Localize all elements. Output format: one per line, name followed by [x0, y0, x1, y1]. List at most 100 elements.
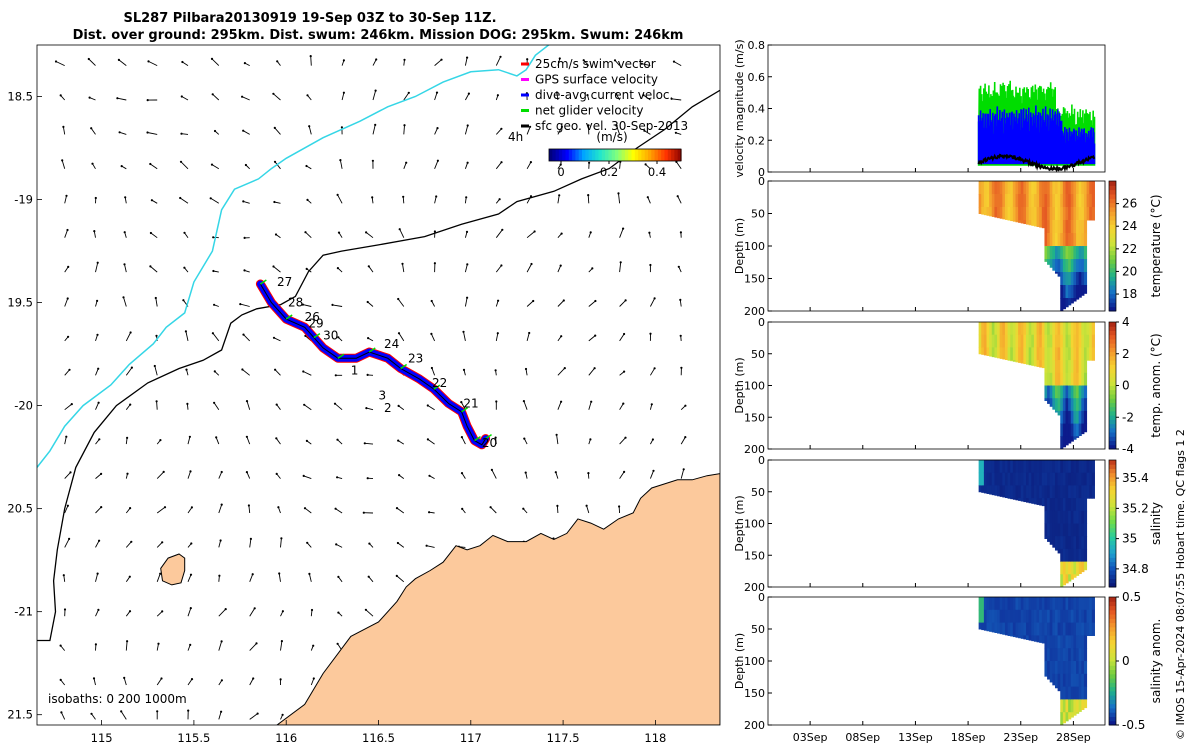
geo-velocity-arrow — [337, 231, 343, 238]
geo-velocity-arrow — [125, 610, 132, 617]
salinity-cell — [1062, 561, 1067, 575]
sal_anom-cell — [1036, 597, 1040, 611]
temperature-colorbar-cell — [1109, 276, 1116, 282]
temperature-cell — [1057, 194, 1061, 208]
temp_anom-cell — [1060, 322, 1064, 336]
temperature-colorbar-cell — [1109, 306, 1116, 312]
temp_anom-cell — [1070, 347, 1074, 361]
temp_anom-cell — [1052, 322, 1056, 336]
temperature-cell — [1073, 259, 1077, 273]
temp_anom-cell — [1031, 360, 1035, 366]
sal_anom-cell — [1054, 609, 1059, 624]
geo-velocity-arrow — [462, 368, 466, 376]
salinity-cell — [1031, 485, 1035, 499]
temperature-cell — [1060, 181, 1064, 195]
salinity-cell — [1052, 510, 1056, 524]
temp_anom-cell — [1052, 385, 1056, 399]
speed-colorbar-cell — [578, 149, 583, 161]
net-glider-vector — [285, 314, 293, 320]
temp_anom-y-tick-label: 200 — [744, 443, 765, 456]
temperature-colorbar-cell — [1109, 202, 1116, 208]
salinity-cell — [1060, 498, 1064, 512]
salinity-cell — [1028, 498, 1032, 504]
sal_anom-cell — [1078, 635, 1082, 649]
salinity-cell — [1060, 548, 1064, 563]
temperature-cell — [1020, 181, 1024, 195]
temp_anom-colorbar-tick-label: 2 — [1122, 347, 1130, 361]
salinity-cell — [1060, 561, 1064, 575]
geo-velocity-arrow — [365, 231, 374, 239]
temperature-colorbar-cell — [1109, 237, 1116, 243]
sal_anom-colorbar-cell — [1109, 648, 1116, 653]
salinity-cell — [1065, 460, 1069, 474]
temp_anom-cell — [1065, 436, 1069, 446]
temp_anom-cell — [1076, 398, 1080, 412]
temp_anom-cell — [1060, 410, 1064, 425]
temperature-cell — [994, 181, 998, 195]
sal_anom-cell — [1070, 661, 1074, 675]
temperature-colorbar-label: temperature (°C) — [1149, 195, 1163, 298]
temp_anom-cell — [989, 334, 993, 348]
salinity-cell — [1089, 485, 1093, 499]
geo-velocity-arrow — [179, 160, 189, 170]
sal_anom-colorbar-cell — [1109, 656, 1116, 662]
temp_anom-cell — [1015, 360, 1019, 363]
geo-velocity-arrow — [280, 640, 283, 651]
sal_anom-cell — [1073, 609, 1077, 624]
geo-velocity-arrow — [336, 476, 343, 480]
sal_anom-cell — [1065, 635, 1069, 649]
sal_anom-cell — [1062, 597, 1067, 611]
geo-velocity-arrow — [460, 472, 466, 479]
sal_anom-cell — [1060, 635, 1064, 649]
salinity-cell — [1089, 472, 1093, 486]
salinity-colorbar-cell — [1109, 561, 1116, 567]
sal_anom-colorbar-cell — [1109, 631, 1116, 636]
sal_anom-cell — [1078, 699, 1082, 712]
geo-velocity-arrow — [675, 160, 682, 170]
sal_anom-cell — [1052, 635, 1056, 649]
geo-velocity-arrow — [401, 262, 405, 273]
geo-velocity-arrow — [526, 262, 533, 273]
salinity-cell — [1044, 510, 1048, 524]
salinity-cell — [1081, 460, 1085, 474]
temp_anom-cell — [1083, 322, 1088, 336]
geo-velocity-arrow — [363, 442, 374, 445]
sal_anom-cell — [1012, 597, 1016, 611]
temperature-cell — [1007, 181, 1011, 195]
salinity-cell — [1020, 485, 1024, 499]
temp_anom-cell — [1047, 398, 1051, 404]
geo-velocity-arrow — [524, 471, 528, 479]
time-axis-labels: 03Sep 08Sep 13Sep 18Sep 23Sep 28Sep — [793, 731, 1091, 744]
temp_anom-cell — [1065, 322, 1069, 336]
geo-velocity-arrow — [184, 330, 189, 341]
geo-velocity-arrow — [125, 472, 129, 479]
geo-velocity-arrow — [120, 710, 127, 720]
temperature-cell — [986, 194, 990, 208]
temperature-cell — [1018, 194, 1022, 208]
temp_anom-cell — [986, 334, 990, 348]
salinity-cell — [981, 485, 985, 493]
temp_anom-cell — [1057, 334, 1061, 348]
geo-velocity-arrow — [303, 403, 312, 411]
salinity-cell — [1065, 485, 1069, 499]
sal_anom-cell — [1060, 699, 1064, 713]
salinity-cell — [991, 485, 995, 496]
temperature-cell — [1057, 246, 1061, 260]
temperature-cell — [1033, 181, 1038, 195]
sal_anom-cell — [1002, 597, 1006, 611]
speed-colorbar-cell — [677, 149, 682, 161]
sal_anom-cell — [1012, 635, 1016, 638]
salinity-cell — [1004, 485, 1009, 499]
sal_anom-cell — [994, 622, 998, 633]
salinity-cell — [1041, 460, 1045, 474]
geo-velocity-arrow — [334, 374, 343, 377]
geo-velocity-arrow — [249, 607, 256, 617]
temperature-cell — [1023, 194, 1027, 208]
salinity-cell — [1007, 498, 1011, 499]
temp_anom-cell — [1057, 347, 1061, 361]
temperature-cell — [1081, 272, 1085, 286]
salinity-cell — [1081, 498, 1085, 512]
temp_anom-cell — [1060, 398, 1064, 412]
sal_anom-cell — [1049, 597, 1053, 611]
temperature-cell — [1036, 220, 1040, 227]
